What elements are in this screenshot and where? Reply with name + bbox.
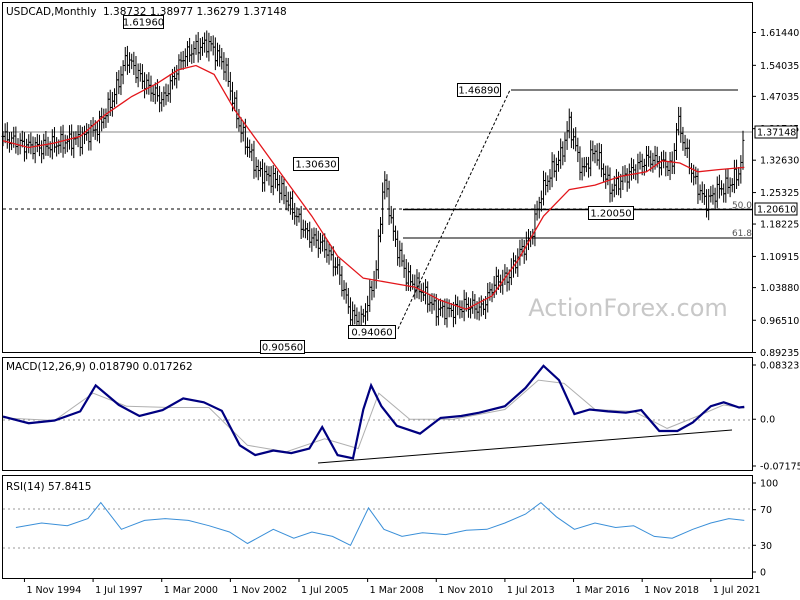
price-tick-label: 0.96510 xyxy=(760,316,799,327)
chart-symbol: USDCAD,Monthly xyxy=(6,6,96,18)
annotation-high-2009-label: 1.30630 xyxy=(295,160,336,171)
annotation-low-2011: 0.94060 xyxy=(348,325,396,339)
annotation-high-2016-label: 1.46890 xyxy=(458,86,499,97)
price-tick-label: 1.25325 xyxy=(760,188,799,199)
macd-axis: 0.083235 0.0 -0.071752 xyxy=(752,361,800,473)
price-tick-label: 1.54035 xyxy=(760,61,799,72)
support-price-marker: 1.20610 xyxy=(754,202,798,216)
annotation-low-2011-label: 0.94060 xyxy=(351,328,392,339)
trend-dashed-line xyxy=(397,89,511,330)
rsi-tick-label: 100 xyxy=(760,479,778,490)
price-tick-label: 1.03880 xyxy=(760,283,799,294)
rsi-tick-label: 0 xyxy=(760,568,766,579)
annotation-high-2009: 1.30630 xyxy=(293,157,339,171)
time-axis: 1 Nov 1994 1 Jul 1997 1 Mar 2000 1 Nov 2002… xyxy=(23,578,761,596)
annotation-high-2016: 1.46890 xyxy=(457,83,501,97)
time-tick-label: 1 Mar 2016 xyxy=(576,585,630,596)
price-tick-label: 1.32630 xyxy=(760,156,799,167)
support-price-marker-label: 1.20610 xyxy=(757,205,796,216)
time-tick-label: 1 Nov 1994 xyxy=(26,585,81,596)
macd-tick-label: 0.083235 xyxy=(760,361,800,372)
annotation-high-1997-label: 1.61960 xyxy=(123,18,164,29)
macd-panel-frame xyxy=(2,357,753,471)
time-tick-label: 1 Jul 2013 xyxy=(507,585,555,596)
annotation-low-2007-label: 0.90560 xyxy=(262,343,303,354)
annotation-low-2021: 1.20050 xyxy=(588,206,634,220)
price-tick-label: 1.18225 xyxy=(760,220,799,231)
price-tick-label: 1.10915 xyxy=(760,252,799,263)
last-price-marker: 1.37148 xyxy=(754,125,798,139)
time-tick-label: 1 Nov 2018 xyxy=(644,585,699,596)
price-tick-label: 1.47035 xyxy=(760,92,799,103)
annotation-high-1997: 1.61960 xyxy=(123,15,164,29)
macd-title: MACD(12,26,9) 0.018790 0.017262 xyxy=(6,361,193,373)
time-tick-label: 1 Jul 2005 xyxy=(301,585,349,596)
watermark: ActionForex.com xyxy=(528,294,728,322)
macd-trendline xyxy=(317,429,733,464)
fib-50-label: 50.0 xyxy=(732,201,752,211)
time-tick-label: 1 Nov 2002 xyxy=(232,585,287,596)
rsi-panel-frame xyxy=(2,475,753,579)
time-tick-label: 1 Mar 2008 xyxy=(370,585,424,596)
rsi-title: RSI(14) 57.8415 xyxy=(6,481,91,493)
time-tick-label: 1 Jul 1997 xyxy=(95,585,143,596)
annotation-low-2007: 0.90560 xyxy=(260,340,305,354)
macd-tick-label: 0.0 xyxy=(760,415,775,426)
time-tick-label: 1 Jul 2021 xyxy=(713,585,761,596)
price-bar xyxy=(741,130,745,170)
price-panel-frame xyxy=(2,2,753,353)
fib-618-label: 61.8 xyxy=(732,229,752,239)
sma-line xyxy=(2,64,745,310)
macd-line xyxy=(2,364,745,460)
price-tick-label: 0.89235 xyxy=(760,348,799,359)
macd-tick-label: -0.071752 xyxy=(760,462,800,473)
annotation-low-2021-label: 1.20050 xyxy=(590,209,631,220)
rsi-tick-label: 70 xyxy=(760,505,772,516)
time-tick-label: 1 Mar 2000 xyxy=(164,585,218,596)
time-tick-label: 1 Nov 2010 xyxy=(438,585,493,596)
rsi-line xyxy=(15,501,745,546)
price-tick-label: 1.61440 xyxy=(760,28,799,39)
rsi-axis: 100 70 30 0 xyxy=(752,479,778,579)
last-price-marker-label: 1.37148 xyxy=(757,128,796,139)
rsi-tick-label: 30 xyxy=(760,541,772,552)
price-bars xyxy=(1,30,745,336)
